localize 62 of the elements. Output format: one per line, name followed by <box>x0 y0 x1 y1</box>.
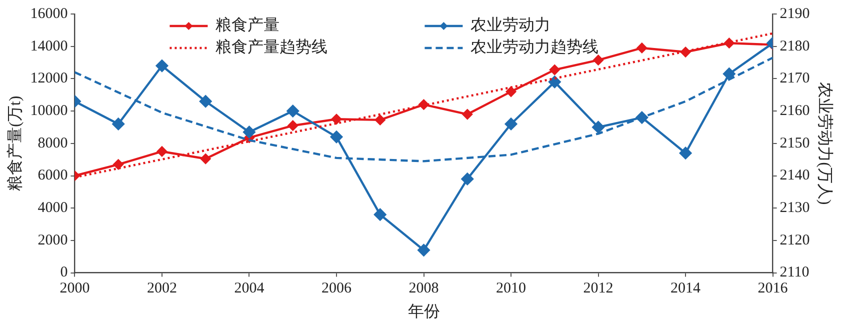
y2-tick-label: 2160 <box>780 102 810 119</box>
point <box>593 55 604 66</box>
y2-tick-label: 2170 <box>780 70 810 87</box>
y-tick-label: 6000 <box>38 168 68 184</box>
y2-tick-label: 2130 <box>780 200 810 216</box>
y2-tick-label: 2150 <box>780 135 810 152</box>
point <box>548 76 561 88</box>
point <box>156 60 168 72</box>
legend-label: 农业劳动力趋势线 <box>470 38 599 56</box>
point <box>550 64 560 75</box>
point <box>113 159 124 170</box>
point <box>461 172 474 186</box>
legend-label: 粮食产量趋势线 <box>216 38 328 56</box>
point <box>418 244 430 256</box>
point <box>724 38 734 48</box>
point <box>723 68 736 80</box>
point <box>374 208 386 221</box>
point <box>200 154 211 164</box>
y-tick-label: 14000 <box>30 38 68 54</box>
point <box>636 42 648 54</box>
point <box>375 114 386 126</box>
x-tick-label: 2012 <box>583 280 614 297</box>
y-tick-label: 4000 <box>38 200 68 216</box>
point <box>504 118 518 130</box>
x-axis-title: 年份 <box>408 304 440 321</box>
x-tick-label: 2000 <box>60 280 90 297</box>
point <box>418 99 429 110</box>
point <box>462 109 472 120</box>
point <box>288 120 298 131</box>
x-tick-label: 2010 <box>496 280 526 297</box>
y2-tick-label: 2190 <box>780 6 810 22</box>
x-tick-label: 2006 <box>321 280 352 297</box>
point <box>112 118 124 130</box>
y2-tick-label: 2110 <box>780 264 810 281</box>
x-tick-label: 2016 <box>758 280 788 297</box>
y2-axis-title: 农业劳动力(万人) <box>816 82 834 205</box>
point <box>331 114 342 124</box>
x-tick-label: 2002 <box>146 280 177 297</box>
x-tick-label: 2004 <box>234 280 265 297</box>
point <box>156 146 168 157</box>
y-tick-label: 12000 <box>30 70 68 87</box>
y-tick-label: 2000 <box>38 232 68 248</box>
x-tick-label: 2014 <box>670 280 702 297</box>
point <box>243 126 256 138</box>
y-tick-label: 8000 <box>38 135 68 152</box>
point <box>679 147 692 160</box>
legend-label: 农业劳动力 <box>470 16 551 34</box>
y-tick-label: 16000 <box>30 6 68 22</box>
y-tick-label: 10000 <box>30 102 68 119</box>
point <box>330 130 343 144</box>
point <box>199 95 212 108</box>
legend-label: 粮食产量 <box>216 16 280 34</box>
x-tick-label: 2008 <box>408 280 439 297</box>
point <box>286 104 299 118</box>
y2-tick-label: 2140 <box>780 168 810 184</box>
point <box>680 46 691 58</box>
y-axis-title: 粮食产量(万t) <box>6 96 24 191</box>
y2-tick-label: 2180 <box>780 38 810 54</box>
y2-tick-label: 2120 <box>780 232 810 248</box>
y-tick-label: 0 <box>60 264 68 281</box>
point <box>506 86 516 97</box>
point <box>592 121 604 134</box>
